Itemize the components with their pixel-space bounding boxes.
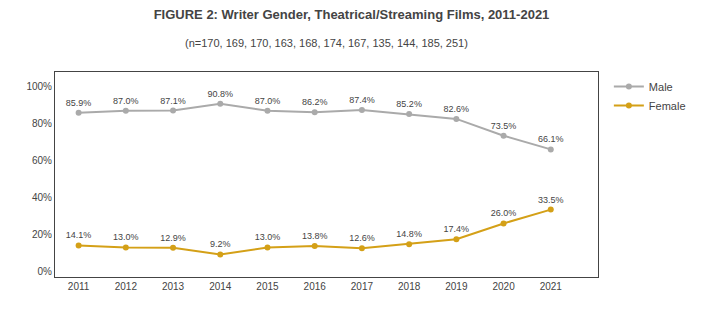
svg-text:73.5%: 73.5% bbox=[491, 121, 517, 131]
svg-text:87.0%: 87.0% bbox=[113, 96, 139, 106]
svg-text:2013: 2013 bbox=[162, 281, 185, 292]
svg-text:9.2%: 9.2% bbox=[210, 239, 231, 249]
svg-text:85.9%: 85.9% bbox=[66, 98, 92, 108]
svg-text:12.6%: 12.6% bbox=[349, 233, 375, 243]
svg-text:14.1%: 14.1% bbox=[66, 230, 92, 240]
svg-text:0%: 0% bbox=[38, 266, 53, 277]
svg-text:2014: 2014 bbox=[209, 281, 232, 292]
svg-text:82.6%: 82.6% bbox=[444, 104, 470, 114]
svg-text:87.0%: 87.0% bbox=[255, 96, 281, 106]
svg-text:100%: 100% bbox=[26, 81, 52, 92]
svg-text:66.1%: 66.1% bbox=[538, 134, 564, 144]
svg-text:13.0%: 13.0% bbox=[113, 232, 139, 242]
svg-text:87.4%: 87.4% bbox=[349, 95, 375, 105]
svg-text:85.2%: 85.2% bbox=[396, 99, 422, 109]
svg-text:12.9%: 12.9% bbox=[160, 233, 186, 243]
svg-text:13.8%: 13.8% bbox=[302, 231, 328, 241]
svg-text:2017: 2017 bbox=[351, 281, 374, 292]
svg-text:Female: Female bbox=[649, 100, 686, 112]
svg-text:90.8%: 90.8% bbox=[207, 89, 233, 99]
svg-text:26.0%: 26.0% bbox=[491, 208, 517, 218]
svg-text:2020: 2020 bbox=[492, 281, 515, 292]
svg-text:2016: 2016 bbox=[304, 281, 327, 292]
svg-text:13.0%: 13.0% bbox=[255, 232, 281, 242]
svg-text:2021: 2021 bbox=[540, 281, 563, 292]
svg-text:2011: 2011 bbox=[68, 281, 90, 292]
svg-text:60%: 60% bbox=[32, 155, 52, 166]
svg-text:2015: 2015 bbox=[256, 281, 279, 292]
svg-text:40%: 40% bbox=[32, 192, 52, 203]
svg-text:FIGURE 2: Writer Gender, Theat: FIGURE 2: Writer Gender, Theatrical/Stre… bbox=[154, 7, 550, 22]
svg-text:Male: Male bbox=[649, 81, 673, 93]
svg-text:87.1%: 87.1% bbox=[160, 96, 186, 106]
svg-text:86.2%: 86.2% bbox=[302, 97, 328, 107]
svg-text:14.8%: 14.8% bbox=[396, 229, 422, 239]
svg-text:2012: 2012 bbox=[115, 281, 138, 292]
svg-text:80%: 80% bbox=[32, 118, 52, 129]
svg-text:33.5%: 33.5% bbox=[538, 195, 564, 205]
svg-text:2019: 2019 bbox=[445, 281, 468, 292]
svg-text:20%: 20% bbox=[32, 229, 52, 240]
svg-text:2018: 2018 bbox=[398, 281, 421, 292]
svg-text:17.4%: 17.4% bbox=[444, 224, 470, 234]
svg-text:(n=170, 169, 170, 163, 168, 17: (n=170, 169, 170, 163, 168, 174, 167, 13… bbox=[185, 37, 468, 49]
